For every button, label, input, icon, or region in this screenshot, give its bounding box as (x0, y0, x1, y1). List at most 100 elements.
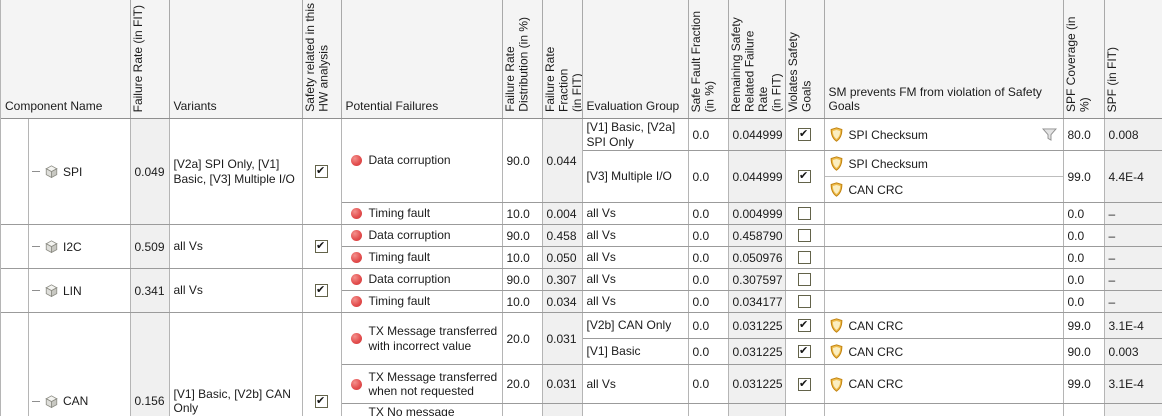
col-header-evaluation-group[interactable]: Evaluation Group (582, 0, 689, 119)
failure-rate-cell[interactable]: 0.156 (130, 312, 170, 416)
variants-cell[interactable]: [V2a] SPI Only, [V1] Basic, [V3] Multipl… (169, 118, 303, 225)
violates-checkbox[interactable] (798, 273, 811, 286)
potential-failure-cell[interactable]: Data corruption (341, 268, 503, 291)
evaluation-group-cell[interactable]: all Vs (582, 268, 689, 291)
safety-mechanism-cell[interactable]: CAN CRC (824, 364, 1064, 404)
potential-failure-cell[interactable]: TX Message transferred when not requeste… (341, 364, 503, 404)
spf-coverage-cell[interactable]: 99.0 (1063, 403, 1105, 416)
safety-mechanism-cell[interactable] (824, 224, 1064, 247)
spf-cell[interactable]: 3.1E-4 (1104, 312, 1162, 339)
safety-mechanism-cell[interactable]: CAN CRC (824, 403, 1064, 416)
col-header-violates-safety-goals[interactable]: Violates Safety Goals (785, 0, 825, 119)
fr-fraction-cell[interactable]: 0.031 (542, 364, 583, 404)
safe-fault-fraction-cell[interactable]: 0.0 (688, 150, 729, 203)
safe-fault-fraction-cell[interactable]: 0.0 (688, 403, 729, 416)
potential-failure-cell[interactable]: Timing fault (341, 202, 503, 225)
evaluation-group-cell[interactable]: all Vs (582, 364, 689, 404)
remaining-srfr-cell[interactable]: 0.004999 (728, 202, 786, 225)
failure-rate-cell[interactable]: 0.341 (130, 268, 170, 313)
violates-checkbox[interactable] (798, 295, 811, 308)
safety-mechanism-cell[interactable]: SPI Checksum (824, 118, 1064, 151)
spf-coverage-cell[interactable]: 0.0 (1063, 268, 1105, 291)
spf-coverage-cell[interactable]: 99.0 (1063, 312, 1105, 339)
evaluation-group-cell[interactable]: [V1] Basic (582, 338, 689, 365)
fr-fraction-cell[interactable]: 0.050 (542, 246, 583, 269)
col-header-spf-coverage[interactable]: SPF Coverage (in %) (1063, 0, 1105, 119)
fr-distribution-cell[interactable]: 10.0 (502, 246, 543, 269)
fr-distribution-cell[interactable]: 20.0 (502, 364, 543, 404)
safe-fault-fraction-cell[interactable]: 0.0 (688, 202, 729, 225)
spf-cell[interactable]: 4.4E-4 (1104, 150, 1162, 203)
col-header-sm-prevents[interactable]: SM prevents FM from violation of Safety … (824, 0, 1064, 119)
fr-distribution-cell[interactable]: 10.0 (502, 290, 543, 313)
component-cell-spi[interactable]: SPI (1, 118, 131, 225)
safe-fault-fraction-cell[interactable]: 0.0 (688, 246, 729, 269)
fr-fraction-cell[interactable]: 0.004 (542, 202, 583, 225)
variants-cell[interactable]: [V1] Basic, [V2b] CAN Only (169, 312, 303, 416)
evaluation-group-cell[interactable]: all Vs (582, 290, 689, 313)
fr-fraction-cell[interactable]: 0.031 (542, 312, 583, 365)
safe-fault-fraction-cell[interactable]: 0.0 (688, 118, 729, 151)
remaining-srfr-cell[interactable]: 0.031225 (728, 364, 786, 404)
remaining-srfr-cell[interactable]: 0.034177 (728, 290, 786, 313)
evaluation-group-cell[interactable]: [V3] Multiple I/O (582, 150, 689, 203)
variants-cell[interactable]: all Vs (169, 268, 303, 313)
col-header-variants[interactable]: Variants (169, 0, 303, 119)
potential-failure-cell[interactable]: Timing fault (341, 246, 503, 269)
safety-related-checkbox[interactable] (315, 239, 328, 253)
spf-cell[interactable]: – (1104, 202, 1162, 225)
violates-checkbox[interactable] (798, 229, 811, 242)
evaluation-group-cell[interactable]: [V1] Basic, [V2a] SPI Only (582, 118, 689, 151)
safe-fault-fraction-cell[interactable]: 0.0 (688, 312, 729, 339)
evaluation-group-cell[interactable]: all Vs (582, 246, 689, 269)
potential-failure-cell[interactable]: TX No message transferred as requested (341, 403, 503, 416)
safety-related-checkbox[interactable] (315, 283, 328, 297)
fr-distribution-cell[interactable]: 20.0 (502, 312, 543, 365)
evaluation-group-cell[interactable]: [V2b] CAN Only (582, 312, 689, 339)
safety-mechanism-cell[interactable]: CAN CRC (824, 338, 1064, 365)
col-header-safety-related[interactable]: Safety related in this HW analysis (302, 0, 342, 119)
safety-mechanism-cell[interactable]: SPI Checksum CAN CRC (824, 150, 1064, 203)
spf-coverage-cell[interactable]: 99.0 (1063, 364, 1105, 404)
col-header-spf[interactable]: SPF (in FIT) (1104, 0, 1162, 119)
safety-mechanism-cell[interactable] (824, 202, 1064, 225)
violates-checkbox[interactable] (798, 169, 811, 183)
component-cell-can[interactable]: CAN (1, 312, 131, 416)
remaining-srfr-cell[interactable]: 0.031225 (728, 403, 786, 416)
spf-cell[interactable]: 0.003 (1104, 338, 1162, 365)
failure-rate-cell[interactable]: 0.509 (130, 224, 170, 269)
safe-fault-fraction-cell[interactable]: 0.0 (688, 268, 729, 291)
evaluation-group-cell[interactable]: all Vs (582, 202, 689, 225)
spf-coverage-cell[interactable]: 0.0 (1063, 202, 1105, 225)
safety-related-checkbox[interactable] (315, 164, 328, 178)
safety-mechanism-cell[interactable] (824, 246, 1064, 269)
remaining-srfr-cell[interactable]: 0.044999 (728, 118, 786, 151)
violates-checkbox[interactable] (798, 127, 811, 141)
safety-mechanism-cell[interactable] (824, 290, 1064, 313)
spf-coverage-cell[interactable]: 80.0 (1063, 118, 1105, 151)
evaluation-group-cell[interactable]: all Vs (582, 224, 689, 247)
violates-checkbox[interactable] (798, 318, 811, 332)
safety-related-checkbox[interactable] (315, 394, 328, 408)
fr-fraction-cell[interactable]: 0.458 (542, 224, 583, 247)
component-cell-i2c[interactable]: I2C (1, 224, 131, 269)
remaining-srfr-cell[interactable]: 0.458790 (728, 224, 786, 247)
component-cell-lin[interactable]: LIN (1, 268, 131, 313)
safety-mechanism-cell[interactable] (824, 268, 1064, 291)
col-header-fr-distribution[interactable]: Failure Rate Distribution (in %) (502, 0, 543, 119)
spf-cell[interactable]: – (1104, 290, 1162, 313)
potential-failure-cell[interactable]: Data corruption (341, 118, 503, 203)
variants-cell[interactable]: all Vs (169, 224, 303, 269)
fr-distribution-cell[interactable]: 90.0 (502, 224, 543, 247)
potential-failure-cell[interactable]: Data corruption (341, 224, 503, 247)
violates-checkbox[interactable] (798, 251, 811, 264)
violates-checkbox[interactable] (798, 377, 811, 391)
spf-cell[interactable]: – (1104, 224, 1162, 247)
fr-fraction-cell[interactable]: 0.044 (542, 118, 583, 203)
potential-failure-cell[interactable]: TX Message transferred with incorrect va… (341, 312, 503, 365)
col-header-component-name[interactable]: Component Name (1, 0, 131, 119)
remaining-srfr-cell[interactable]: 0.307597 (728, 268, 786, 291)
col-header-failure-rate[interactable]: Failure Rate (in FIT) (130, 0, 170, 119)
spf-coverage-cell[interactable]: 0.0 (1063, 246, 1105, 269)
fr-fraction-cell[interactable]: 0.031 (542, 403, 583, 416)
